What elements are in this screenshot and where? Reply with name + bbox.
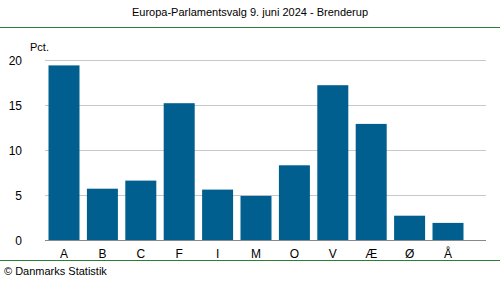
x-tick-label: F bbox=[176, 247, 183, 261]
y-tick-label: 15 bbox=[9, 99, 23, 113]
bars bbox=[49, 65, 464, 240]
bar bbox=[202, 190, 233, 240]
x-tick-label: V bbox=[329, 247, 337, 261]
y-tick-label: 5 bbox=[15, 189, 22, 203]
x-tick-label: M bbox=[251, 247, 261, 261]
bar bbox=[49, 65, 80, 240]
y-tick-label: 0 bbox=[15, 234, 22, 248]
bar bbox=[87, 189, 118, 240]
y-label: Pct. bbox=[30, 41, 49, 53]
grid-line bbox=[45, 105, 486, 106]
bar bbox=[164, 103, 195, 240]
x-tick-label: B bbox=[98, 247, 106, 261]
x-tick-label: I bbox=[216, 247, 219, 261]
y-tick-label: 20 bbox=[9, 54, 23, 68]
source: © Danmarks Statistik bbox=[4, 265, 107, 277]
chart: Europa-Parlamentsvalg 9. juni 2024 - Bre… bbox=[0, 0, 500, 282]
y-tick-label: 10 bbox=[9, 144, 23, 158]
bar bbox=[317, 85, 348, 240]
grid-line bbox=[45, 60, 486, 61]
x-tick-label: A bbox=[60, 247, 68, 261]
bar bbox=[241, 196, 272, 240]
grid-line bbox=[45, 150, 486, 151]
x-tick-label: Ø bbox=[405, 247, 414, 261]
top-rule bbox=[0, 27, 500, 28]
x-tick-label: Å bbox=[444, 246, 452, 261]
x-tick-label: Æ bbox=[365, 247, 377, 261]
x-tick-label: C bbox=[136, 247, 145, 261]
bar bbox=[433, 223, 464, 240]
bottom-rule bbox=[0, 260, 500, 261]
chart-root: Europa-Parlamentsvalg 9. juni 2024 - Bre… bbox=[0, 0, 500, 282]
bar bbox=[394, 216, 425, 240]
bar bbox=[279, 165, 310, 240]
grid-line bbox=[45, 240, 486, 241]
title: Europa-Parlamentsvalg 9. juni 2024 - Bre… bbox=[132, 6, 368, 18]
x-tick-label: O bbox=[290, 247, 299, 261]
bar bbox=[125, 181, 156, 240]
bar bbox=[356, 124, 387, 240]
